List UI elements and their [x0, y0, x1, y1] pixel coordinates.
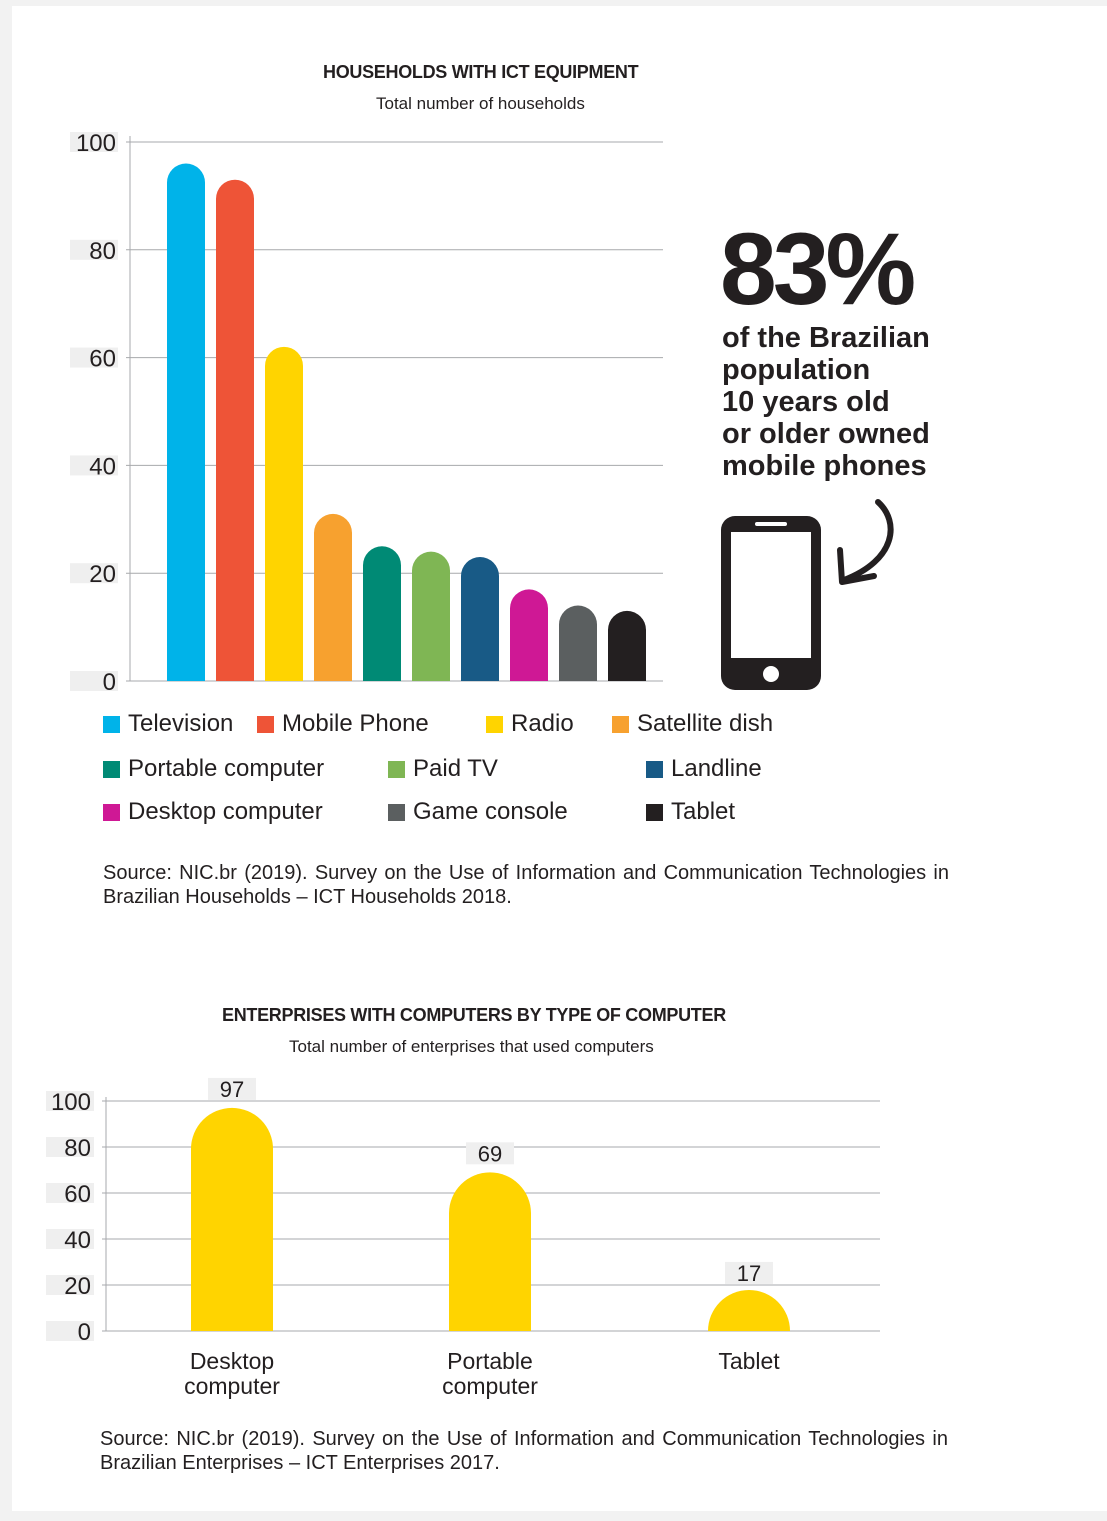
legend-label: Television — [128, 710, 234, 737]
legend-item-mobile-phone: Mobile Phone — [257, 710, 429, 737]
legend-swatch — [257, 715, 274, 733]
chart1-source: Source: NIC.br (2019). Survey on the Use… — [103, 862, 949, 908]
legend-label: Landline — [671, 755, 762, 782]
x-tick-label: Tablet — [718, 1348, 780, 1374]
callout-line: or older owned — [722, 418, 930, 450]
legend-label: Paid TV — [413, 755, 498, 782]
chart1-title: HOUSEHOLDS WITH ICT EQUIPMENT — [323, 62, 639, 82]
bar-satellite-dish — [314, 513, 352, 681]
chart1-subtitle: Total number of households — [376, 94, 585, 113]
x-tick-label: Portable — [447, 1348, 533, 1374]
value-label-bg — [466, 1142, 514, 1165]
bar-television — [167, 163, 205, 681]
y-tick-label: 20 — [89, 561, 116, 588]
legend-label: Portable computer — [128, 755, 325, 782]
y-tick-label: 40 — [89, 453, 116, 480]
bar-game-console — [559, 605, 597, 681]
legend-item-satellite-dish: Satellite dish — [612, 710, 774, 737]
bar-portable-computer — [363, 546, 401, 681]
bar-portable-computer — [449, 1172, 531, 1331]
y-tick-label: 100 — [51, 1089, 91, 1116]
legend-swatch — [646, 760, 663, 778]
legend-swatch — [612, 715, 629, 733]
y-tick-label: 40 — [64, 1227, 91, 1254]
callout-line: of the Brazilian — [722, 322, 930, 354]
legend-item-game-console: Game console — [388, 798, 568, 825]
value-label: 69 — [478, 1141, 502, 1166]
bar-landline — [461, 557, 499, 681]
legend-swatch — [103, 715, 120, 733]
x-tick-label: computer — [442, 1373, 538, 1399]
legend-swatch — [486, 715, 503, 733]
legend-label: Desktop computer — [128, 798, 323, 825]
tick-label-bg — [46, 1137, 94, 1157]
y-tick-label: 60 — [89, 346, 116, 373]
chart2-source: Source: NIC.br (2019). Survey on the Use… — [100, 1428, 948, 1474]
callout-percent: 83% — [720, 212, 916, 326]
value-label: 17 — [737, 1261, 761, 1286]
y-tick-label: 80 — [89, 238, 116, 265]
bar-mobile-phone — [216, 179, 254, 682]
bar-tablet — [608, 610, 646, 681]
tick-label-bg — [70, 239, 118, 260]
callout-text: of the Brazilian population 10 years old… — [722, 322, 982, 482]
bar-paid-tv — [412, 551, 450, 681]
tick-label-bg — [46, 1275, 94, 1295]
tick-label-bg — [70, 347, 118, 368]
tick-label-bg — [46, 1183, 94, 1203]
legend-item-desktop-computer: Desktop computer — [103, 798, 323, 825]
legend-item-landline: Landline — [646, 755, 762, 782]
tick-label-bg — [46, 1229, 94, 1249]
chart1-plot: 0 20 40 60 80 100 — [70, 130, 663, 696]
legend-swatch — [388, 803, 405, 821]
legend-label: Game console — [413, 798, 568, 825]
y-tick-label: 0 — [103, 669, 116, 696]
legend-item-television: Television — [103, 710, 234, 737]
y-tick-label: 100 — [76, 130, 116, 157]
x-tick-label: Desktop — [190, 1348, 274, 1374]
tick-label-bg — [70, 455, 118, 476]
tick-label-bg — [46, 1091, 94, 1111]
arrow-icon — [837, 499, 894, 585]
legend-label: Mobile Phone — [282, 710, 429, 737]
y-tick-label: 20 — [64, 1273, 91, 1300]
y-tick-label: 80 — [64, 1135, 91, 1162]
legend-swatch — [103, 760, 120, 778]
value-label-bg — [208, 1077, 256, 1100]
legend-item-paid-tv: Paid TV — [388, 755, 498, 782]
y-tick-label: 60 — [64, 1181, 91, 1208]
legend-swatch — [646, 803, 663, 821]
value-label-bg — [725, 1261, 773, 1284]
top-strip — [0, 0, 775, 6]
legend-item-tablet: Tablet — [646, 798, 736, 825]
legend-swatch — [103, 803, 120, 821]
tick-label-bg — [70, 671, 118, 691]
bar-desktop-computer — [191, 1107, 273, 1331]
legend-item-portable-computer: Portable computer — [103, 755, 325, 782]
value-label: 97 — [220, 1077, 244, 1102]
callout-line: 10 years old — [722, 386, 890, 418]
tick-label-bg — [70, 132, 118, 152]
tick-label-bg — [46, 1321, 94, 1341]
bar-radio — [265, 346, 303, 681]
y-tick-label: 0 — [78, 1319, 91, 1346]
chart2-title: ENTERPRISES WITH COMPUTERS BY TYPE OF CO… — [222, 1005, 726, 1025]
phone-icon — [721, 516, 821, 690]
chart2-subtitle: Total number of enterprises that used co… — [289, 1037, 654, 1056]
legend-item-radio: Radio — [486, 710, 574, 737]
legend-label: Radio — [511, 710, 574, 737]
tick-label-bg — [70, 563, 118, 584]
bar-desktop-computer — [510, 589, 548, 681]
callout-line: population — [722, 354, 871, 386]
x-tick-label: computer — [184, 1373, 280, 1399]
legend-label: Tablet — [671, 798, 736, 825]
callout-line: mobile phones — [722, 450, 927, 482]
legend-swatch — [388, 760, 405, 778]
bar-tablet — [708, 1290, 790, 1331]
legend-label: Satellite dish — [637, 710, 774, 737]
